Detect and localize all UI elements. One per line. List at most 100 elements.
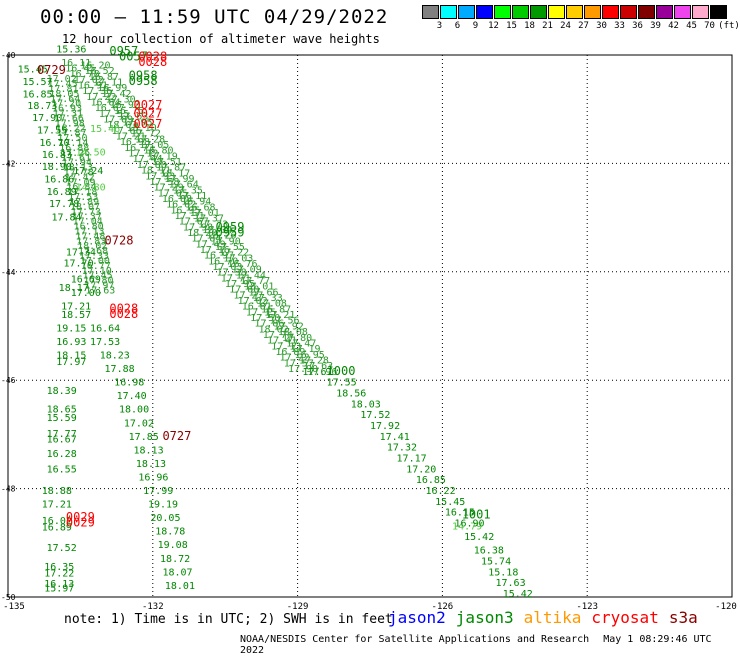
legend-label: 15 xyxy=(506,21,517,31)
wave-height-label: 15.36 xyxy=(56,44,86,55)
wave-height-label: 16.69 xyxy=(71,275,101,286)
track-c-wave-height: 17.80 xyxy=(83,276,113,287)
wave-height-label: 18.88 xyxy=(42,486,72,497)
pass-time-label: 0029 xyxy=(66,516,95,530)
map-frame xyxy=(7,54,733,598)
wave-height-label: 18.23 xyxy=(100,351,130,362)
satellite-legend: jason2 jason3 altika cryosat s3a xyxy=(388,608,708,627)
satellite-jason2: jason2 xyxy=(388,608,446,627)
wave-height-label: 16.64 xyxy=(90,323,120,334)
track-a-wave-height: 16.84 xyxy=(91,98,121,109)
track-a-wave-height: 17.22 xyxy=(280,353,310,364)
wave-height-label: 17.70 xyxy=(64,258,94,269)
track-b-wave-height: 17.37 xyxy=(194,214,224,225)
pass-time-label: 0028 xyxy=(138,55,167,69)
wave-height-label: 18.57 xyxy=(61,310,91,321)
longitude-tick-label: -123 xyxy=(576,602,598,612)
track-a-wave-height: 17.98 xyxy=(183,222,213,233)
wave-height-label: 16.90 xyxy=(454,519,484,530)
track-a-wave-height: 18.11 xyxy=(141,166,171,177)
track-a-wave-height: 17.95 xyxy=(225,279,255,290)
wave-height-label: 17.52 xyxy=(360,410,390,421)
track-c-wave-height: 17.89 xyxy=(69,197,99,208)
wave-height-label: 17.00 xyxy=(71,288,101,299)
track-c-wave-height: 17.78 xyxy=(64,168,94,179)
track-a-wave-height: 17.89 xyxy=(103,115,133,126)
wave-height-label: 15.42 xyxy=(503,589,533,600)
track-b-wave-height: 17.66 xyxy=(248,287,278,298)
legend-label: 36 xyxy=(632,21,643,31)
wave-height-label: 15.46 xyxy=(90,124,120,135)
track-b-wave-height: 18.10 xyxy=(127,123,157,134)
track-b-wave-height: 17.33 xyxy=(253,293,283,304)
track-a-wave-height: 17.50 xyxy=(250,313,280,324)
track-c-wave-height: 18.22 xyxy=(56,123,86,134)
track-b-wave-height: 17.96 xyxy=(307,367,337,378)
legend-swatch xyxy=(530,5,547,19)
wave-height-label: 18.78 xyxy=(155,527,185,538)
track-a-wave-height: 16.45 xyxy=(65,64,95,75)
pass-time-label: 0727 xyxy=(162,429,191,443)
track-a-wave-height: 16.78 xyxy=(69,69,99,80)
track-c-wave-height: 18.05 xyxy=(49,89,79,100)
wave-height-label: 17.55 xyxy=(37,126,67,137)
wave-height-label: 17.90 xyxy=(32,113,62,124)
legend-swatch xyxy=(692,5,709,19)
longitude-tick-label: -135 xyxy=(3,602,25,612)
pass-time-label: 0957 xyxy=(109,44,138,58)
track-a-wave-height: 17.41 xyxy=(267,336,297,347)
wave-height-label: 17.24 xyxy=(73,166,103,177)
track-a-wave-height: 17.36 xyxy=(82,86,112,97)
wave-height-label: 19.08 xyxy=(158,540,188,551)
latitude-tick-label: -46 xyxy=(1,376,16,385)
legend-swatch xyxy=(476,5,493,19)
pass-time-label: 0728 xyxy=(105,234,134,248)
wave-height-label: 16.70 xyxy=(39,138,69,149)
legend-swatch xyxy=(512,5,529,19)
wave-height-label: 17.84 xyxy=(51,212,81,223)
track-c-wave-height: 18.07 xyxy=(70,202,100,213)
track-c-wave-height: 16.88 xyxy=(59,143,89,154)
wave-height-label: 14.80 xyxy=(76,183,106,194)
wave-height-label: 15.57 xyxy=(22,77,52,88)
wave-height-label: 18.17 xyxy=(59,283,89,294)
legend-label: 9 xyxy=(472,21,479,31)
wave-height-label: 16.93 xyxy=(56,337,86,348)
pass-time-label: 0958 xyxy=(129,74,158,88)
pass-time-label: 0958 xyxy=(129,68,158,82)
track-a-wave-height: 17.80 xyxy=(137,160,167,171)
track-c-wave-height: 16.84 xyxy=(66,182,96,193)
pass-time-label: 0027 xyxy=(133,117,162,131)
track-b-wave-height: 17.87 xyxy=(156,163,186,174)
legend-label: 45 xyxy=(686,21,697,31)
track-a-wave-height: 17.27 xyxy=(233,290,263,301)
wave-height-label: 16.22 xyxy=(426,486,456,497)
track-b-wave-height: 16.99 xyxy=(97,83,127,94)
track-b-wave-height: 16.20 xyxy=(80,61,110,72)
track-c-wave-height: 17.00 xyxy=(80,256,110,267)
track-a-wave-height: 17.22 xyxy=(86,92,116,103)
track-c-wave-height: 17.04 xyxy=(73,217,103,228)
track-b-wave-height: 17.73 xyxy=(198,219,228,230)
track-a-wave-height: 16.97 xyxy=(204,251,234,262)
track-c-wave-height: 17.45 xyxy=(83,271,113,282)
track-a-wave-height: 17.44 xyxy=(133,154,163,165)
track-a-wave-height: 18.02 xyxy=(259,324,289,335)
wave-height-label: 17.20 xyxy=(406,464,436,475)
footer-note: note: 1) Time is in UTC; 2) SWH is in fe… xyxy=(64,612,393,627)
track-b-wave-height: 16.52 xyxy=(85,66,115,77)
wave-height-label: 16.67 xyxy=(47,435,77,446)
wave-height-label: 17.34 xyxy=(66,248,96,259)
credit-line: NOAA/NESDIS Center for Satellite Applica… xyxy=(240,634,740,656)
wave-height-label: 17.97 xyxy=(56,357,86,368)
track-b-wave-height: 18.17 xyxy=(160,168,190,179)
track-a-wave-height: 17.86 xyxy=(254,319,284,330)
track-a-wave-height: 17.21 xyxy=(116,132,146,143)
wave-height-label: 18.65 xyxy=(47,405,77,416)
wave-height-label: 17.32 xyxy=(387,443,417,454)
track-a-wave-height: 16.62 xyxy=(166,200,196,211)
track-b-wave-height: 17.44 xyxy=(236,270,266,281)
wave-height-label: 15.42 xyxy=(464,532,494,543)
track-c-wave-height: 17.18 xyxy=(67,187,97,198)
track-b-wave-height: 17.64 xyxy=(169,180,199,191)
